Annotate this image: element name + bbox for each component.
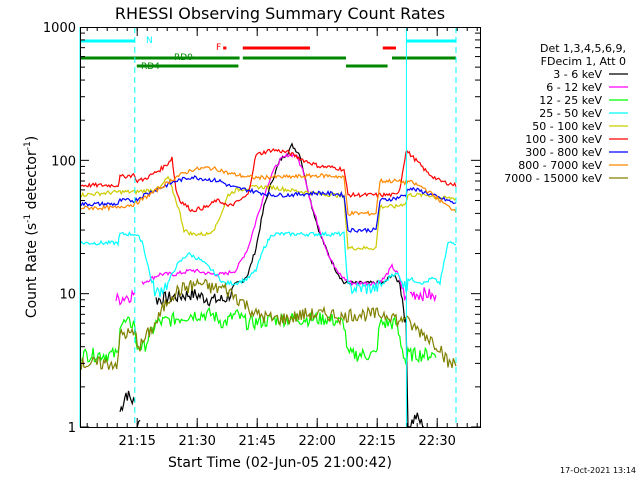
y-axis-label: Count Rate (s-1 detector-1)	[23, 136, 40, 318]
y-tick-label: 1000	[43, 21, 76, 36]
legend: Det 1,3,4,5,6,9, FDecim 1, Att 0 3 - 6 k…	[504, 42, 628, 185]
series-line-8	[79, 277, 457, 371]
x-tick-label: 21:15	[118, 434, 155, 449]
y-axis-label-end: )	[24, 136, 40, 141]
series-line-4	[79, 175, 457, 251]
x-tick-label: 22:15	[358, 434, 395, 449]
series-line-5	[79, 148, 457, 213]
y-axis-label-rest: detector	[24, 150, 40, 214]
legend-label: 100 - 300 keV	[525, 133, 602, 146]
legend-label: 3 - 6 keV	[553, 68, 602, 81]
series-line-3	[79, 230, 457, 298]
x-axis-label: Start Time (02-Jun-05 21:00:42)	[168, 455, 392, 471]
y-axis-label-sup: -1	[23, 214, 33, 223]
y-axis-label-sup2: -1	[23, 141, 33, 150]
legend-label: 300 - 800 keV	[525, 146, 602, 159]
y-axis-ticks: 1 10 100 1000	[43, 21, 480, 436]
y-axis-label-main: Count Rate (s	[24, 223, 40, 318]
legend-label: 7000 - 15000 keV	[504, 172, 602, 185]
x-tick-label: 22:00	[298, 434, 335, 449]
plot-frame	[80, 27, 481, 428]
y-tick-label: 1	[68, 421, 76, 436]
chart-title: RHESSI Observing Summary Count Rates	[115, 4, 445, 23]
y-tick-label: 10	[59, 288, 76, 303]
flag-label-RD0: RD0	[174, 53, 193, 63]
x-tick-label: 21:45	[238, 434, 275, 449]
x-tick-label: 22:30	[418, 434, 455, 449]
series-line-2	[79, 306, 437, 365]
timestamp: 17-Oct-2021 13:14	[560, 466, 636, 475]
detector-info-2: FDecim 1, Att 0	[541, 55, 626, 68]
flag-bars: N F RD0 RD4	[80, 36, 456, 72]
legend-label: 12 - 25 keV	[539, 94, 602, 107]
detector-info-1: Det 1,3,4,5,6,9,	[540, 42, 626, 55]
legend-label: 25 - 50 keV	[539, 107, 602, 120]
legend-label: 6 - 12 keV	[546, 81, 602, 94]
x-tick-label: 21:30	[178, 434, 215, 449]
x-axis-ticks: 21:15 21:30 21:45 22:00 22:15 22:30	[86, 27, 478, 449]
legend-label: 800 - 7000 keV	[518, 159, 602, 172]
series-line-7	[79, 165, 457, 217]
flag-label-F: F	[216, 43, 221, 53]
flag-label-RD4: RD4	[141, 62, 160, 72]
legend-label: 50 - 100 keV	[532, 120, 602, 133]
y-tick-label: 100	[51, 154, 76, 169]
flag-label-N: N	[146, 36, 153, 46]
